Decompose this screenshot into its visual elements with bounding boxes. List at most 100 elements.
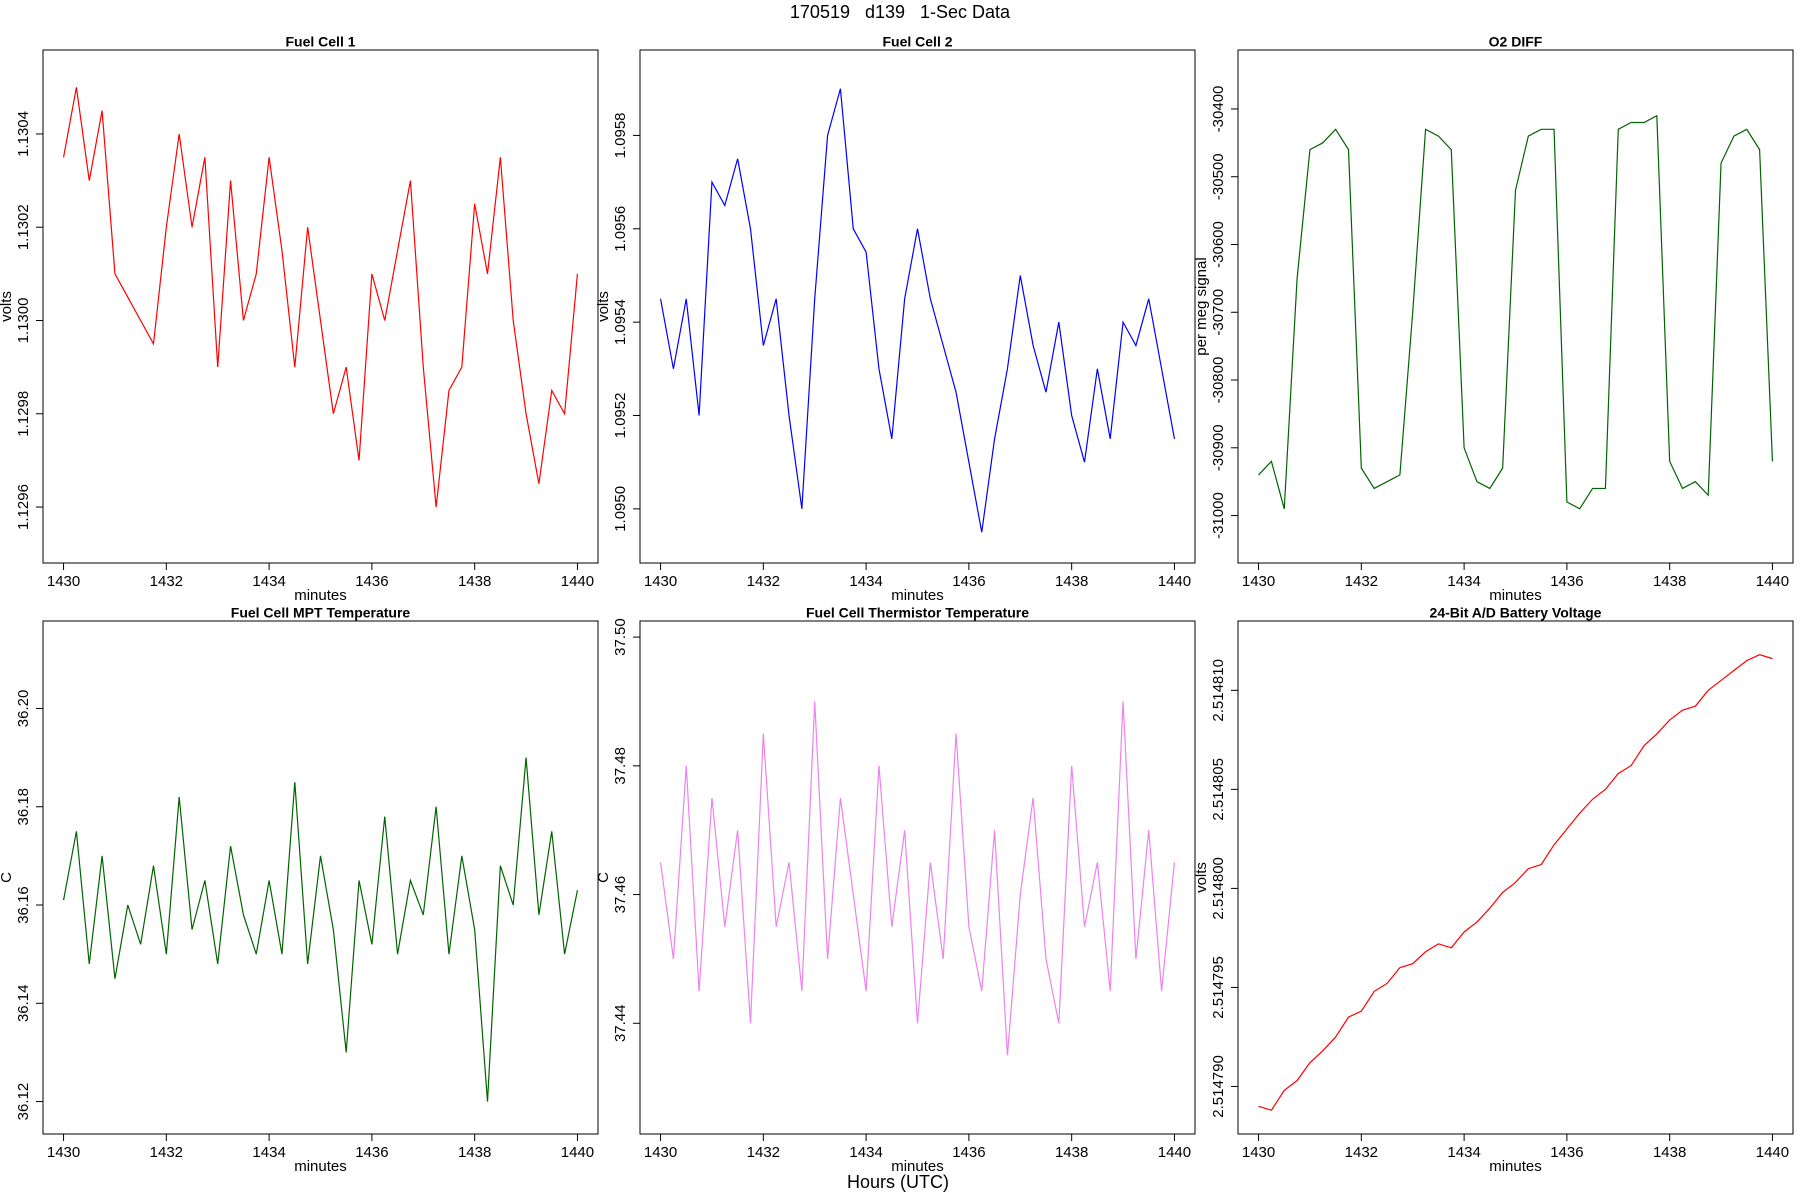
data-line <box>659 88 1176 533</box>
plot-frame <box>639 620 1196 1135</box>
x-tick-label: 1434 <box>1447 1144 1480 1161</box>
x-tick-label: 1434 <box>849 1144 882 1161</box>
y-axis-label: per meg signal <box>1193 257 1210 355</box>
x-tick-label: 1438 <box>458 573 491 590</box>
plot-frame <box>1237 620 1794 1135</box>
y-tick-label: -30700 <box>1210 289 1227 336</box>
data-line <box>1258 114 1774 510</box>
x-tick-label: 1430 <box>47 1144 80 1161</box>
x-tick-label: 1436 <box>952 573 985 590</box>
chart-title: Fuel Cell 2 <box>882 34 952 50</box>
y-axis-label: volts <box>1193 862 1210 893</box>
y-axis-label: C <box>0 872 15 883</box>
x-tick-label: 1434 <box>849 573 882 590</box>
y-axis-label: C <box>595 872 612 883</box>
x-tick-label: 1436 <box>355 573 388 590</box>
plot-frame <box>639 49 1196 564</box>
x-tick-label: 1438 <box>1653 573 1686 590</box>
y-tick-label: 37.50 <box>612 618 629 656</box>
y-tick-label: 2.514805 <box>1210 758 1227 821</box>
x-tick-label: 1436 <box>355 1144 388 1161</box>
data-line <box>62 87 579 508</box>
y-axis-label: volts <box>0 291 15 322</box>
x-tick-label: 1430 <box>47 573 80 590</box>
data-line <box>659 701 1176 1056</box>
x-tick-label: 1430 <box>1242 1144 1275 1161</box>
y-tick-label: 36.18 <box>15 788 32 826</box>
x-tick-label: 1432 <box>1345 1144 1378 1161</box>
x-tick-label: 1430 <box>644 573 677 590</box>
x-tick-label: 1432 <box>747 573 780 590</box>
x-tick-label: 1440 <box>1158 573 1191 590</box>
y-tick-label: 36.14 <box>15 985 32 1023</box>
y-tick-label: 37.44 <box>612 1005 629 1043</box>
x-tick-label: 1430 <box>644 1144 677 1161</box>
y-tick-label: 1.0956 <box>612 206 629 252</box>
y-tick-label: 1.1304 <box>15 111 32 157</box>
x-axis-label: minutes <box>891 587 944 604</box>
y-axis-label: volts <box>595 291 612 322</box>
y-tick-label: -30500 <box>1210 153 1227 200</box>
plot-frame <box>1237 49 1794 564</box>
chart-title: Fuel Cell Thermistor Temperature <box>806 605 1029 621</box>
figure-x-label: Hours (UTC) <box>847 1172 949 1192</box>
x-tick-label: 1440 <box>561 573 594 590</box>
chart-title: 24-Bit A/D Battery Voltage <box>1430 605 1602 621</box>
x-tick-label: 1440 <box>1158 1144 1191 1161</box>
chart-title: O2 DIFF <box>1489 34 1543 50</box>
y-tick-label: 1.1298 <box>15 391 32 437</box>
x-tick-label: 1436 <box>1550 573 1583 590</box>
plot-frame <box>42 49 599 564</box>
y-tick-label: 1.1296 <box>15 484 32 530</box>
chart-title: Fuel Cell 1 <box>285 34 355 50</box>
x-axis-label: minutes <box>294 587 347 604</box>
y-tick-label: 2.514795 <box>1210 956 1227 1019</box>
y-tick-label: -30600 <box>1210 221 1227 268</box>
y-tick-label: 1.1300 <box>15 298 32 344</box>
x-tick-label: 1438 <box>1653 1144 1686 1161</box>
y-tick-label: -30800 <box>1210 357 1227 404</box>
y-tick-label: 1.0958 <box>612 112 629 158</box>
y-tick-label: -30900 <box>1210 424 1227 471</box>
y-tick-label: -30400 <box>1210 86 1227 133</box>
x-tick-label: 1440 <box>1756 1144 1789 1161</box>
plot-frame <box>42 620 599 1135</box>
x-tick-label: 1436 <box>952 1144 985 1161</box>
y-tick-label: -31000 <box>1210 492 1227 539</box>
y-tick-label: 1.1302 <box>15 204 32 250</box>
x-tick-label: 1438 <box>1055 573 1088 590</box>
x-tick-label: 1434 <box>252 1144 285 1161</box>
x-tick-label: 1434 <box>1447 573 1480 590</box>
x-tick-label: 1432 <box>1345 573 1378 590</box>
data-line <box>62 757 579 1102</box>
x-axis-label: minutes <box>1489 1158 1542 1175</box>
x-axis-label: minutes <box>294 1158 347 1175</box>
x-tick-label: 1438 <box>458 1144 491 1161</box>
y-tick-label: 36.20 <box>15 690 32 728</box>
x-tick-label: 1434 <box>252 573 285 590</box>
y-tick-label: 2.514800 <box>1210 857 1227 920</box>
x-tick-label: 1430 <box>1242 573 1275 590</box>
y-tick-label: 1.0950 <box>612 486 629 532</box>
x-tick-label: 1432 <box>150 1144 183 1161</box>
y-tick-label: 36.16 <box>15 886 32 924</box>
y-tick-label: 37.48 <box>612 747 629 785</box>
x-tick-label: 1440 <box>561 1144 594 1161</box>
y-tick-label: 36.12 <box>15 1083 32 1121</box>
y-tick-label: 2.514790 <box>1210 1055 1227 1118</box>
x-tick-label: 1432 <box>747 1144 780 1161</box>
x-tick-label: 1432 <box>150 573 183 590</box>
chart-title: Fuel Cell MPT Temperature <box>231 605 411 621</box>
x-axis-label: minutes <box>891 1158 944 1175</box>
y-tick-label: 2.514810 <box>1210 659 1227 722</box>
y-tick-label: 1.0954 <box>612 299 629 345</box>
x-tick-label: 1440 <box>1756 573 1789 590</box>
x-tick-label: 1436 <box>1550 1144 1583 1161</box>
y-tick-label: 37.46 <box>612 876 629 914</box>
figure-title: 170519 d139 1-Sec Data <box>790 2 1011 22</box>
y-tick-label: 1.0952 <box>612 393 629 439</box>
x-tick-label: 1438 <box>1055 1144 1088 1161</box>
x-axis-label: minutes <box>1489 587 1542 604</box>
